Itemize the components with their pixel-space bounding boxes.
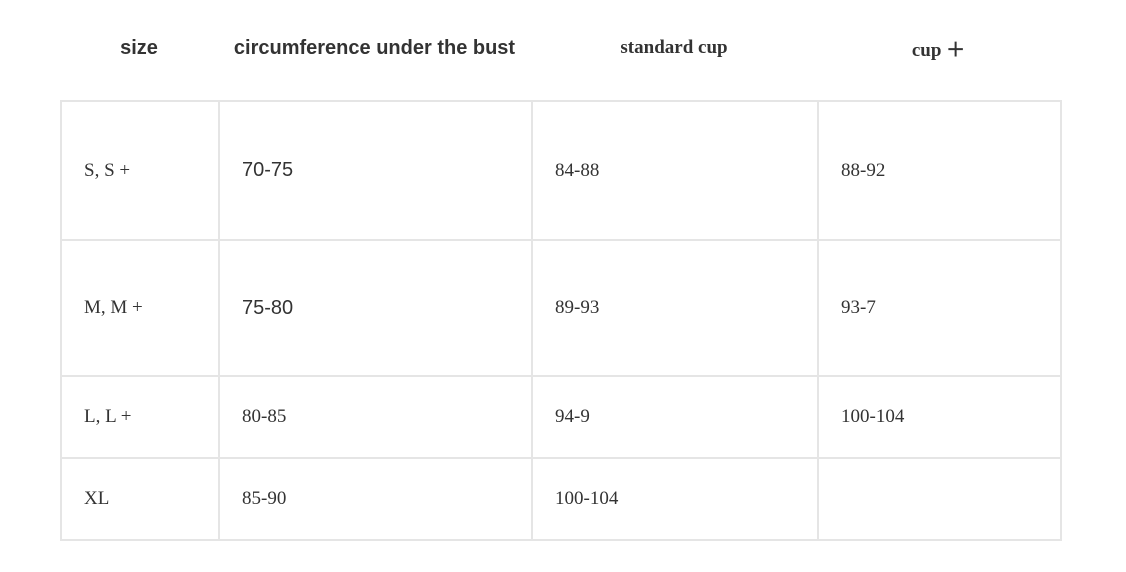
standard-cup-cell: 100-104 <box>531 457 819 541</box>
underbust-cell: 70-75 <box>218 100 533 241</box>
table-row: M, M + 75-80 89-93 93-7 <box>60 239 1062 377</box>
header-cup-plus: cup ＋ <box>911 39 966 61</box>
header-underbust: circumference under the bust <box>233 36 516 59</box>
underbust-cell: 75-80 <box>218 239 533 377</box>
standard-cup-cell: 89-93 <box>531 239 819 377</box>
cup-plus-cell <box>817 457 1062 541</box>
standard-cup-cell: 94-9 <box>531 375 819 459</box>
underbust-cell: 80-85 <box>218 375 533 459</box>
table-row: S, S + 70-75 84-88 88-92 <box>60 100 1062 241</box>
cup-plus-cell: 93-7 <box>817 239 1062 377</box>
size-cell: L, L + <box>60 375 220 459</box>
table-row: XL 85-90 100-104 <box>60 457 1062 541</box>
standard-cup-cell: 84-88 <box>531 100 819 241</box>
cup-plus-cell: 88-92 <box>817 100 1062 241</box>
size-cell: M, M + <box>60 239 220 377</box>
size-cell: XL <box>60 457 220 541</box>
size-table: S, S + 70-75 84-88 88-92 M, M + 75-80 89… <box>60 100 1062 541</box>
table-row: L, L + 80-85 94-9 100-104 <box>60 375 1062 459</box>
header-standard-cup: standard cup <box>620 37 728 58</box>
header-size: size <box>120 36 158 59</box>
size-cell: S, S + <box>60 100 220 241</box>
cup-plus-cell: 100-104 <box>817 375 1062 459</box>
underbust-cell: 85-90 <box>218 457 533 541</box>
